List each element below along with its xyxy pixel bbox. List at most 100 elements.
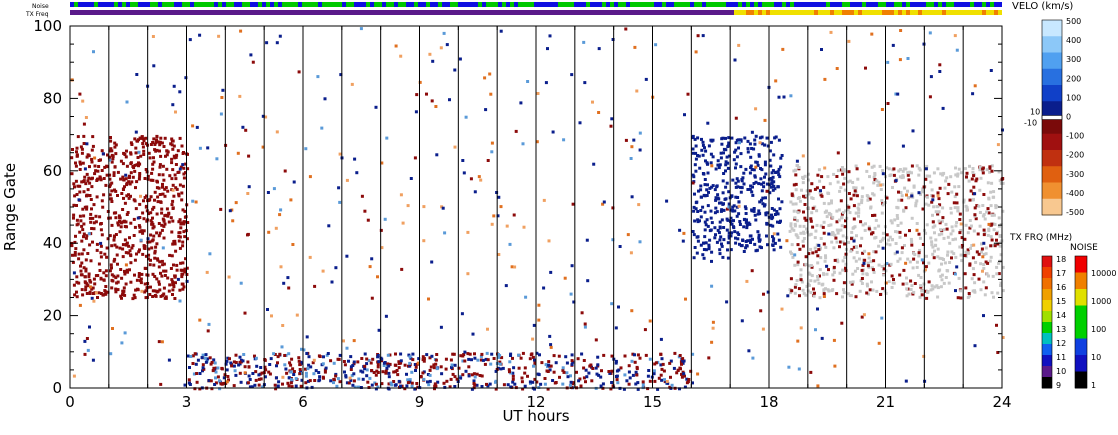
txfreq-bar-cell [502, 10, 506, 15]
scatter-cell [172, 194, 176, 198]
txfreq-bar-cell [390, 10, 394, 15]
scatter-cell [755, 248, 759, 252]
noise-bar-cell [702, 2, 706, 7]
scatter-cell [863, 258, 867, 262]
scatter-cell [159, 294, 163, 298]
scatter-cell [205, 270, 209, 274]
scatter-cell [790, 289, 794, 293]
noise-bar-cell [410, 2, 414, 7]
scatter-cell [154, 141, 158, 145]
txfreq-bar-cell [538, 10, 542, 15]
txfreq-bar-cell [114, 10, 118, 15]
scatter-cell [349, 365, 353, 369]
scatter-cell [82, 122, 86, 126]
scatter-cell [151, 216, 154, 220]
scatter-cell [624, 27, 628, 31]
scatter-cell [661, 362, 665, 366]
scatter-cell [561, 368, 565, 372]
scatter-cell [880, 108, 884, 111]
scatter-cell [989, 244, 993, 248]
scatter-cell [742, 250, 746, 253]
scatter-cell [982, 233, 986, 237]
txfreq-bar-cell [626, 10, 630, 15]
txfreq-bar-cell [102, 10, 106, 15]
scatter-cell [571, 381, 575, 385]
scatter-cell [99, 228, 103, 232]
scatter-cell [155, 134, 159, 138]
scatter-cell [473, 356, 477, 360]
scatter-cell [172, 144, 176, 148]
scatter-cell [653, 379, 657, 383]
scatter-cell [253, 354, 256, 358]
scatter-cell [173, 173, 177, 177]
noise-bar-cell [318, 2, 322, 7]
scatter-cell [430, 260, 434, 264]
scatter-cell [609, 387, 613, 391]
scatter-cell [733, 230, 737, 234]
txfreq-bar-cell [506, 10, 510, 15]
scatter-cell [117, 214, 121, 218]
scatter-cell [520, 376, 524, 380]
noise-bar-cell [358, 2, 362, 7]
scatter-cell [177, 239, 181, 243]
scatter-cell [108, 183, 112, 187]
scatter-cell [389, 381, 393, 385]
scatter-cell [292, 180, 296, 184]
scatter-cell [505, 224, 509, 228]
scatter-cell [810, 274, 814, 278]
scatter-cell [889, 262, 893, 266]
scatter-cell [678, 366, 682, 370]
scatter-cell [484, 357, 488, 361]
scatter-cell [335, 384, 339, 388]
noise-tick-label: 100 [1091, 325, 1106, 334]
scatter-cell [164, 154, 167, 158]
scatter-cell [979, 262, 983, 266]
scatter-cell [727, 234, 731, 238]
scatter-cell [337, 186, 341, 190]
scatter-cell [822, 185, 826, 189]
scatter-cell [108, 185, 112, 189]
noise-bar-cell [590, 2, 594, 7]
scatter-cell [727, 231, 731, 235]
scatter-cell [704, 241, 708, 245]
scatter-cell [75, 154, 79, 158]
scatter-cell [124, 282, 128, 286]
scatter-cell [168, 174, 172, 178]
scatter-cell [910, 164, 914, 168]
txfreq-scale-swatch [1042, 355, 1052, 367]
noise-bar-cell [278, 2, 282, 7]
scatter-cell [374, 373, 378, 377]
scatter-cell [112, 274, 116, 278]
scatter-cell [695, 200, 699, 204]
scatter-cell [730, 136, 734, 140]
scatter-cell [533, 358, 536, 362]
scatter-cell [429, 365, 433, 369]
scatter-cell [931, 198, 935, 202]
scatter-cell [709, 161, 713, 165]
scatter-cell [131, 297, 135, 301]
scatter-cell [692, 209, 696, 213]
scatter-cell [960, 236, 964, 240]
scatter-cell [716, 228, 720, 232]
scatter-cell [157, 173, 161, 177]
scatter-cell [758, 136, 762, 140]
noise-bar-cell [290, 2, 294, 7]
scatter-cell [432, 363, 436, 367]
scatter-cell [849, 294, 853, 298]
scatter-cell [138, 172, 142, 175]
scatter-cell [983, 293, 987, 297]
hour-gridlines [108, 26, 964, 388]
scatter-cell [435, 367, 439, 371]
scatter-cell [812, 287, 815, 291]
txfreq-bar-cell [110, 10, 114, 15]
scatter-cell [873, 172, 877, 175]
scatter-cell [158, 165, 162, 169]
scatter-cell [789, 224, 793, 228]
scatter-cell [160, 340, 164, 344]
scatter-cell [130, 143, 134, 146]
scatter-cell [831, 273, 835, 277]
scatter-cell [841, 259, 845, 263]
scatter-cell [717, 166, 721, 170]
scatter-cell [565, 371, 569, 375]
scatter-cell [701, 253, 705, 257]
